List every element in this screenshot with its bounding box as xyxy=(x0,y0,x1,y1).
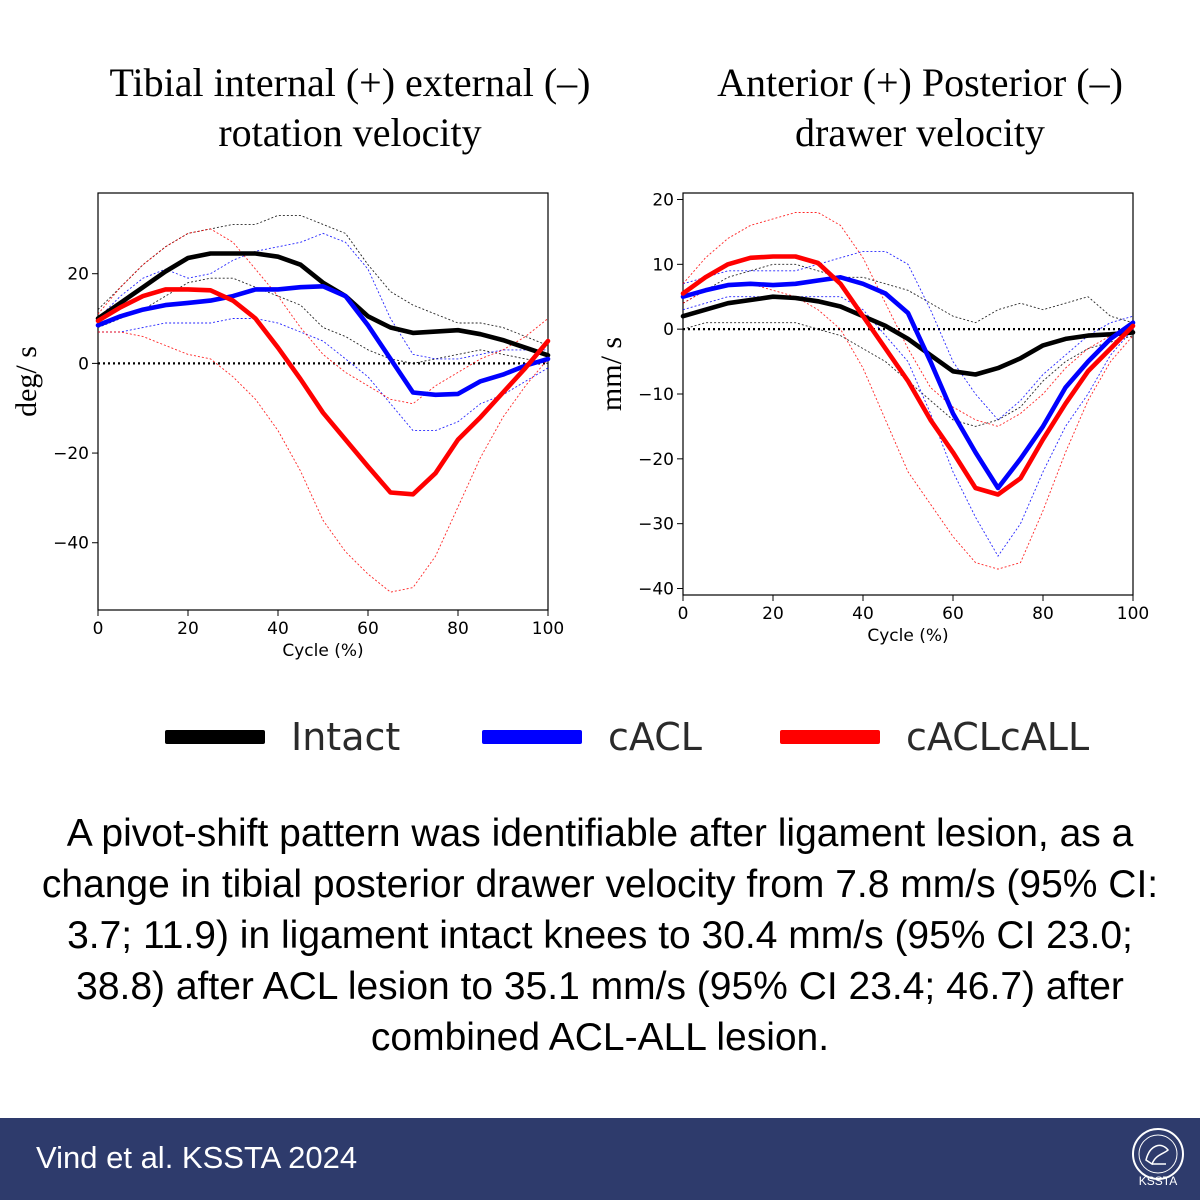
y-tick-label: −40 xyxy=(53,534,89,554)
x-tick-label: 100 xyxy=(532,619,564,639)
series-line-cacl xyxy=(95,283,551,398)
x-tick-label: 20 xyxy=(177,619,199,639)
x-axis-label: Cycle (%) xyxy=(282,641,363,661)
x-tick-label: 0 xyxy=(93,619,104,639)
y-tick-label: −30 xyxy=(638,515,674,535)
y-tick-label: 0 xyxy=(78,354,89,374)
chart-title-line: rotation velocity xyxy=(218,110,482,155)
confidence-bound-line xyxy=(682,263,1134,324)
legend: Intact cACL cACLcALL xyxy=(0,712,1200,762)
x-tick-label: 60 xyxy=(357,619,379,639)
plot-frame xyxy=(682,192,1134,596)
legend-label-cacl-call: cACLcALL xyxy=(906,715,1090,759)
chart-title-line: Tibial internal (+) external (–) xyxy=(109,60,591,105)
footer-bar: Vind et al. KSSTA 2024 KSSTA xyxy=(0,1118,1200,1200)
plot-frame xyxy=(97,192,549,611)
chart-title-rotation: Tibial internal (+) external (–) rotatio… xyxy=(30,58,670,158)
confidence-bound-line xyxy=(682,296,1134,557)
series-line-caclcall xyxy=(95,287,551,497)
x-tick-label: 60 xyxy=(942,604,964,624)
series-line-caclcall xyxy=(680,254,1136,497)
legend-label-intact: Intact xyxy=(291,715,401,759)
logo-text: KSSTA xyxy=(1138,1174,1178,1188)
x-tick-label: 80 xyxy=(1032,604,1054,624)
y-tick-label: −10 xyxy=(638,385,674,405)
legend-label-cacl: cACL xyxy=(608,715,702,759)
x-tick-label: 80 xyxy=(447,619,469,639)
confidence-bound-line xyxy=(682,212,1134,427)
x-tick-label: 100 xyxy=(1117,604,1149,624)
legend-item-cacl: cACL xyxy=(482,712,702,762)
confidence-bound-line xyxy=(97,277,549,364)
x-axis-label: Cycle (%) xyxy=(867,626,948,646)
drawer-velocity-plot: 0 20 40 60 80 100 −40 −30 −20 −10 0 10 20 Cycle (%) mm… xyxy=(595,190,1149,646)
rotation-velocity-plot: 0 20 40 60 80 100 −40 −20 0 20 Cycle (%) deg/ s xyxy=(10,192,564,661)
chart-title-line: Anterior (+) Posterior (–) xyxy=(717,60,1123,105)
y-axis-label: mm/ s xyxy=(595,337,628,411)
chart-title-line: drawer velocity xyxy=(795,110,1045,155)
series-line-cacl xyxy=(680,274,1136,491)
y-tick-label: 20 xyxy=(652,190,674,210)
x-tick-label: 40 xyxy=(267,619,289,639)
y-tick-label: 0 xyxy=(663,320,674,340)
y-tick-label: 20 xyxy=(67,265,89,285)
confidence-bound-line xyxy=(682,283,1134,570)
y-axis-label: deg/ s xyxy=(10,346,43,417)
series-line-intact xyxy=(95,251,551,358)
y-tick-label: −20 xyxy=(53,444,89,464)
legend-item-cacl-call: cACLcALL xyxy=(780,712,1089,762)
legend-swatch-intact xyxy=(165,730,265,744)
confidence-bound-line xyxy=(98,331,549,593)
chart-title-drawer: Anterior (+) Posterior (–) drawer veloci… xyxy=(640,58,1200,158)
legend-item-intact: Intact xyxy=(165,712,400,762)
y-tick-label: −40 xyxy=(638,580,674,600)
kssta-logo-icon xyxy=(1132,1128,1184,1180)
figure-caption: A pivot-shift pattern was identifiable a… xyxy=(41,812,1159,1059)
x-tick-label: 20 xyxy=(762,604,784,624)
series-line-intact xyxy=(680,294,1136,377)
confidence-bound-line xyxy=(97,228,549,405)
confidence-bound-line xyxy=(682,250,1134,421)
legend-swatch-cacl xyxy=(482,730,582,744)
legend-swatch-cacl-call xyxy=(780,730,880,744)
x-tick-label: 0 xyxy=(678,604,689,624)
y-tick-label: −20 xyxy=(638,450,674,470)
y-tick-label: 10 xyxy=(652,255,674,275)
citation: Vind et al. KSSTA 2024 xyxy=(36,1140,358,1175)
x-tick-label: 40 xyxy=(852,604,874,624)
confidence-bound-line xyxy=(97,232,548,360)
